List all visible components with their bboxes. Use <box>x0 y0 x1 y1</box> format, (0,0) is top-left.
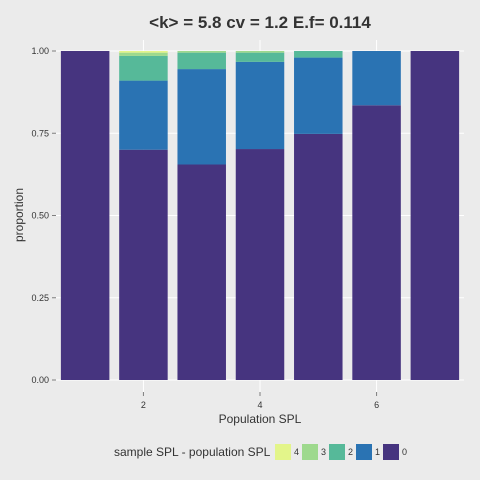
y-axis-label: proportion <box>12 188 26 242</box>
bar-segment-0 <box>60 51 110 380</box>
bar-segment-4 <box>119 51 168 53</box>
bar-segment-0 <box>177 164 226 380</box>
y-tick-label: 0.50 <box>31 211 49 221</box>
x-axis-ticks: 2 4 6 <box>141 392 379 410</box>
legend-label-2: 2 <box>348 447 353 457</box>
bar-segment-2 <box>119 55 168 81</box>
bar-segment-1 <box>235 61 285 150</box>
bar-segment-3 <box>235 51 285 53</box>
bar-segment-0 <box>410 51 460 380</box>
bar-segment-0 <box>294 133 343 380</box>
bar-segment-2 <box>294 51 343 58</box>
legend-swatch-3 <box>302 444 318 460</box>
legend-label-1: 1 <box>375 447 380 457</box>
bar-segment-1 <box>177 69 226 165</box>
bar-segment-1 <box>294 57 343 134</box>
bar-segment-3 <box>177 51 226 53</box>
legend-swatch-1 <box>356 444 372 460</box>
legend-label-0: 0 <box>402 447 407 457</box>
x-tick-label: 6 <box>374 400 379 410</box>
chart-title: <k> = 5.8 cv = 1.2 E.f= 0.114 <box>149 13 371 32</box>
bar-segment-0 <box>235 149 285 380</box>
legend-title: sample SPL - population SPL <box>114 445 271 459</box>
legend-label-3: 3 <box>321 447 326 457</box>
x-tick-label: 2 <box>141 400 146 410</box>
bar-segment-3 <box>119 52 168 56</box>
legend: sample SPL - population SPL 4 3 2 1 0 <box>114 444 407 460</box>
y-axis-ticks: 0.00 0.25 0.50 0.75 1.00 <box>31 46 56 385</box>
bar-segment-1 <box>119 80 168 150</box>
legend-swatch-2 <box>329 444 345 460</box>
legend-swatch-4 <box>275 444 291 460</box>
bars <box>60 51 460 380</box>
y-tick-label: 0.25 <box>31 293 49 303</box>
bar-segment-1 <box>352 51 401 106</box>
bar-segment-2 <box>177 52 226 70</box>
bar-segment-0 <box>119 149 168 380</box>
x-axis-label: Population SPL <box>219 412 302 426</box>
x-tick-label: 4 <box>257 400 262 410</box>
bar-segment-0 <box>352 105 401 380</box>
y-tick-label: 0.00 <box>31 375 49 385</box>
bar-segment-2 <box>235 52 285 62</box>
y-tick-label: 0.75 <box>31 128 49 138</box>
legend-label-4: 4 <box>294 447 299 457</box>
legend-swatch-0 <box>383 444 399 460</box>
y-tick-label: 1.00 <box>31 46 49 56</box>
